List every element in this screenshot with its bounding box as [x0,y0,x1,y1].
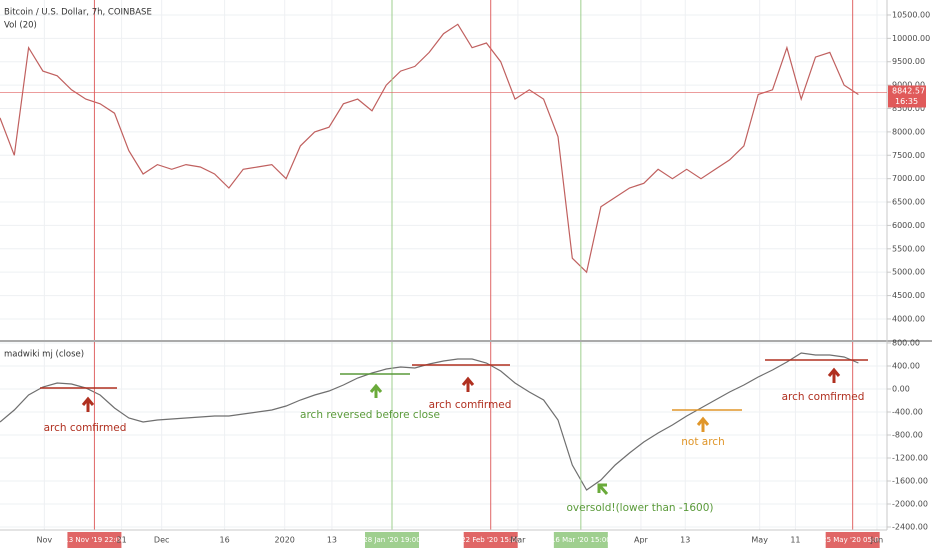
x-tick-label: 16 [220,536,230,545]
x-tick-label: Dec [154,536,169,545]
x-tick-highlight [67,532,122,548]
y-tick-label: 0.00 [892,384,910,393]
x-tick-label: 2020 [275,536,295,545]
x-tick-highlight [825,532,880,548]
x-tick-label: Apr [634,536,649,545]
annotation: arch comfirmed [44,422,127,434]
data-line [0,23,859,274]
x-tick-label: 11 [790,536,800,545]
y-tick-label: 10000.00 [892,34,930,43]
y-tick-label: 8000.00 [892,127,925,136]
x-tick-label: Nov [37,536,53,545]
symbol-title: Bitcoin / U.S. Dollar, 7h, COINBASE [4,8,152,18]
annotation: arch reversed before close [300,409,440,421]
x-tick-highlight [463,532,518,548]
indicator-title: madwiki mj (close) [4,350,84,360]
y-tick-label: -1600.00 [892,477,928,486]
y-tick-label: 4500.00 [892,291,925,300]
x-tick-label: 21 [117,536,127,545]
y-tick-label: 6000.00 [892,221,925,230]
x-tick-label: 25 May '20 05:00 [822,536,883,544]
y-tick-label: 800.00 [892,338,920,347]
x-tick-label: Jun [870,536,884,545]
y-tick-label: 7000.00 [892,174,925,183]
countdown-label: 16:35 [895,97,918,106]
y-tick-label: -800.00 [892,430,923,439]
annotation: not arch [681,436,724,448]
current-price-box [888,85,926,108]
x-tick-label: May [751,536,768,545]
volume-label: Vol (20) [4,21,37,31]
y-tick-label: -1200.00 [892,453,928,462]
x-tick-label: 13 [680,536,690,545]
x-tick-label: 28 Jan '20 19:00 [363,536,420,544]
y-tick-label: -400.00 [892,407,923,416]
annotation: arch comfirmed [429,399,512,411]
y-tick-label: 7500.00 [892,151,925,160]
x-tick-label: 22 Feb '20 15:00 [461,536,520,544]
y-tick-label: 5000.00 [892,268,925,277]
annotation: oversold!(lower than -1600) [566,502,713,514]
y-tick-label: 4000.00 [892,314,925,323]
current-price-label: 8842.57 [892,86,925,95]
y-tick-label: -2400.00 [892,523,928,532]
y-tick-label: 10500.00 [892,10,930,19]
x-tick-highlight [553,532,608,548]
data-line [0,352,859,491]
marks [0,0,859,530]
annotation: arch comfirmed [782,391,865,403]
x-tick-label: Mar [510,536,526,545]
y-tick-label: -2000.00 [892,500,928,509]
x-tick-label: 13 Nov '19 22:00 [64,536,124,544]
annotation-shapes [40,359,868,495]
y-tick-label: 5500.00 [892,244,925,253]
y-tick-label: 9000.00 [892,81,925,90]
x-tick-label: 16 Mar '20 15:00 [551,536,611,544]
x-tick-label: 13 [327,536,337,545]
y-tick-label: 400.00 [892,361,920,370]
y-tick-label: 6500.00 [892,198,925,207]
grid [0,0,887,530]
x-tick-highlight [364,532,419,548]
y-tick-label: 8500.00 [892,104,925,113]
y-tick-label: 9500.00 [892,57,925,66]
